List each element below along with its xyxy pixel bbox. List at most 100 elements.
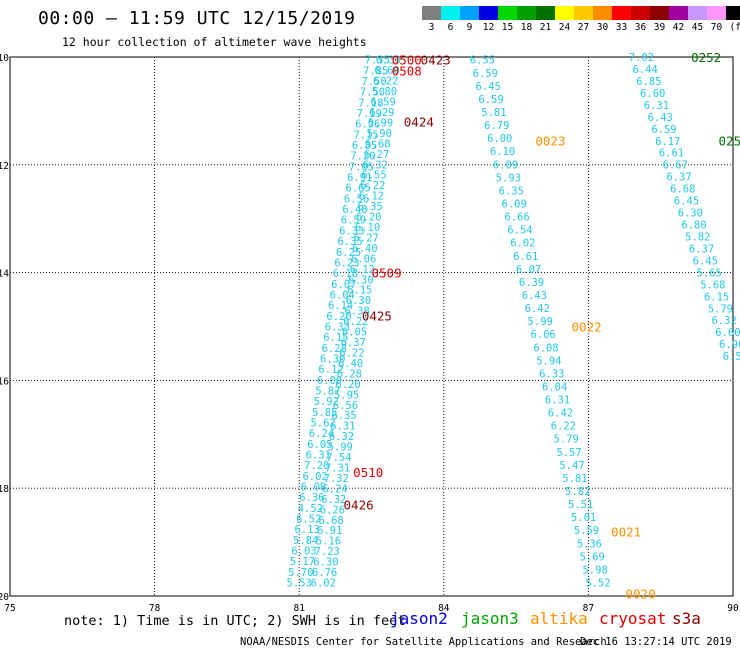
color-scale-label: 39 [653, 22, 666, 33]
wave-height-value: 6.37 [666, 172, 691, 184]
wave-height-value: 6.56 [333, 400, 358, 412]
wave-height-value: 6.60 [715, 327, 740, 339]
color-scale-swatch [669, 6, 688, 20]
legend-jason3: jason3 [461, 609, 519, 628]
lat-tick-label: -14 [0, 269, 9, 280]
wave-height-value: 5.85 [312, 407, 337, 419]
legend-altika: altika [530, 609, 588, 628]
wave-height-value: 5.68 [365, 138, 390, 150]
wave-height-value: 5.93 [496, 172, 521, 184]
wave-height-value: 7.02 [629, 52, 654, 64]
pass-id-label: 0426 [344, 497, 374, 512]
wave-height-value: 5.94 [536, 355, 561, 367]
wave-height-value: 7.50 [361, 76, 386, 88]
wave-height-value: 7.20 [350, 151, 375, 163]
wave-height-value: 7.15 [353, 129, 378, 141]
wave-height-value: 6.61 [513, 251, 538, 263]
wave-height-value: 7.31 [325, 463, 350, 475]
wave-height-value: 5.80 [372, 86, 397, 98]
wave-height-value: 6.15 [347, 285, 372, 297]
wave-height-value: 7.19 [357, 108, 382, 120]
wave-height-value: 6.54 [507, 225, 532, 237]
color-scale-label: 45 [691, 22, 704, 33]
wave-height-value: 6.35 [331, 410, 356, 422]
wave-height-value: 6.30 [346, 295, 371, 307]
wave-height-value: 5.81 [562, 473, 587, 485]
wave-height-value: 6.38 [344, 306, 369, 318]
color-scale-swatch [688, 6, 707, 20]
wave-height-value: 6.31 [330, 421, 355, 433]
wave-height-value: 5.65 [696, 267, 721, 279]
lat-tick-label: -16 [0, 376, 9, 387]
color-scale-label: 70 [710, 22, 723, 33]
pass-id-label: 0500 [392, 53, 422, 68]
wave-height-value: 6.20 [356, 212, 381, 224]
pass-id-label: 0424 [404, 115, 434, 130]
pass-id-label: 0022 [572, 320, 602, 335]
wave-height-value: 5.59 [574, 525, 599, 537]
lon-tick-label: 84 [438, 603, 450, 614]
color-scale-swatch [593, 6, 612, 20]
wave-height-value: 7.54 [326, 452, 351, 464]
color-scale-swatch [726, 6, 740, 20]
wave-height-value: 7.23 [315, 546, 340, 558]
color-scale-label: 27 [577, 22, 590, 33]
color-scale-bar [422, 6, 740, 20]
wave-height-value: 4.52 [298, 503, 323, 515]
color-scale-swatch [479, 6, 498, 20]
lon-tick-label: 75 [4, 603, 15, 614]
wave-height-value: 6.45 [674, 196, 699, 208]
wave-height-value: 6.80 [681, 220, 706, 232]
wave-height-value: 6.14 [328, 300, 353, 312]
wave-height-value: 6.60 [640, 88, 665, 100]
wave-height-value: 6.56 [344, 193, 369, 205]
wave-height-value: 7.20 [304, 460, 329, 472]
wave-height-value: 6.59 [723, 351, 740, 363]
wave-height-value: 6.04 [330, 289, 355, 301]
color-scale-swatch [441, 6, 460, 20]
wave-height-value: 6.52 [296, 514, 321, 526]
wave-height-value: 6.59 [341, 215, 366, 227]
wave-height-value: 6.42 [548, 408, 573, 420]
wave-height-value: 6.59 [371, 97, 396, 109]
wave-height-value: 5.98 [582, 564, 607, 576]
color-scale-label: 3 [428, 22, 435, 33]
wave-height-value: 6.12 [350, 264, 375, 276]
wave-height-value: 6.59 [651, 124, 676, 136]
wave-height-value: 5.92 [314, 396, 339, 408]
wave-height-value: 6.07 [516, 264, 541, 276]
wave-height-value: 6.43 [648, 112, 673, 124]
wave-height-value: 6.10 [355, 222, 380, 234]
wave-height-value: 6.30 [678, 208, 703, 220]
wave-height-value: 6.31 [545, 395, 570, 407]
wave-height-value: 6.30 [376, 55, 401, 67]
wave-height-value: 6.27 [354, 232, 379, 244]
wave-height-value: 6.28 [337, 368, 362, 380]
wave-height-value: 6.24 [322, 483, 347, 495]
wave-height-value: 6.20 [335, 379, 360, 391]
wave-height-value: 6.32 [329, 431, 354, 443]
pass-id-label: 0509 [372, 266, 402, 281]
wave-height-value: 6.90 [719, 339, 740, 351]
wave-height-value: 5.79 [554, 434, 579, 446]
wave-height-value: 5.57 [556, 447, 581, 459]
wave-height-value: 5.53 [287, 578, 312, 590]
color-scale-label: 24 [558, 22, 571, 33]
footer-note: note: 1) Time is in UTC; 2) SWH is in fe… [64, 613, 406, 629]
color-scale-label: 18 [520, 22, 533, 33]
legend-cryosat: cryosat [599, 609, 667, 628]
color-scale-label: 6 [447, 22, 454, 33]
wave-height-value: 6.06 [530, 329, 555, 341]
wave-height-value: 6.44 [633, 64, 658, 76]
color-scale-swatch [498, 6, 517, 20]
wave-height-value: 6.33 [339, 225, 364, 237]
color-scale-label: 36 [634, 22, 647, 33]
wave-height-value: 5.62 [310, 417, 335, 429]
pass-id-label: 0510 [353, 465, 383, 480]
wave-height-value: 6.45 [693, 255, 718, 267]
wave-height-value: 6.39 [519, 277, 544, 289]
wave-height-value: 6.37 [689, 243, 714, 255]
color-scale-label: 21 [539, 22, 552, 33]
wave-height-value: 6.25 [336, 247, 361, 259]
